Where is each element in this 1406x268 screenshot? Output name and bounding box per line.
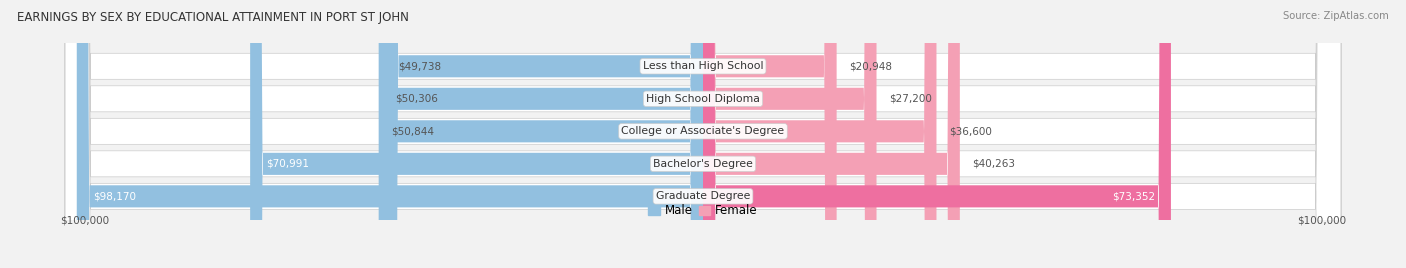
Text: $73,352: $73,352 [1112, 191, 1154, 201]
FancyBboxPatch shape [382, 0, 703, 268]
FancyBboxPatch shape [250, 0, 703, 268]
FancyBboxPatch shape [65, 0, 1341, 268]
FancyBboxPatch shape [77, 0, 703, 268]
FancyBboxPatch shape [65, 0, 1341, 268]
Text: $20,948: $20,948 [849, 61, 893, 71]
Text: College or Associate's Degree: College or Associate's Degree [621, 126, 785, 136]
FancyBboxPatch shape [65, 0, 1341, 268]
Text: EARNINGS BY SEX BY EDUCATIONAL ATTAINMENT IN PORT ST JOHN: EARNINGS BY SEX BY EDUCATIONAL ATTAINMEN… [17, 11, 409, 24]
FancyBboxPatch shape [703, 0, 936, 268]
Text: $100,000: $100,000 [1296, 216, 1346, 226]
Text: Bachelor's Degree: Bachelor's Degree [652, 159, 754, 169]
FancyBboxPatch shape [703, 0, 837, 268]
FancyBboxPatch shape [65, 0, 1341, 268]
Text: Source: ZipAtlas.com: Source: ZipAtlas.com [1284, 11, 1389, 21]
Text: $50,844: $50,844 [391, 126, 434, 136]
Text: $50,306: $50,306 [395, 94, 437, 104]
Text: $70,991: $70,991 [266, 159, 309, 169]
Text: $40,263: $40,263 [973, 159, 1015, 169]
Text: $27,200: $27,200 [889, 94, 932, 104]
Text: Graduate Degree: Graduate Degree [655, 191, 751, 201]
FancyBboxPatch shape [65, 0, 1341, 268]
FancyBboxPatch shape [703, 0, 960, 268]
Text: $98,170: $98,170 [93, 191, 136, 201]
FancyBboxPatch shape [703, 0, 876, 268]
FancyBboxPatch shape [703, 0, 1171, 268]
Text: High School Diploma: High School Diploma [647, 94, 759, 104]
FancyBboxPatch shape [385, 0, 703, 268]
Text: Less than High School: Less than High School [643, 61, 763, 71]
Text: $100,000: $100,000 [60, 216, 110, 226]
Text: $49,738: $49,738 [398, 61, 441, 71]
Text: $36,600: $36,600 [949, 126, 993, 136]
FancyBboxPatch shape [378, 0, 703, 268]
Legend: Male, Female: Male, Female [648, 204, 758, 217]
